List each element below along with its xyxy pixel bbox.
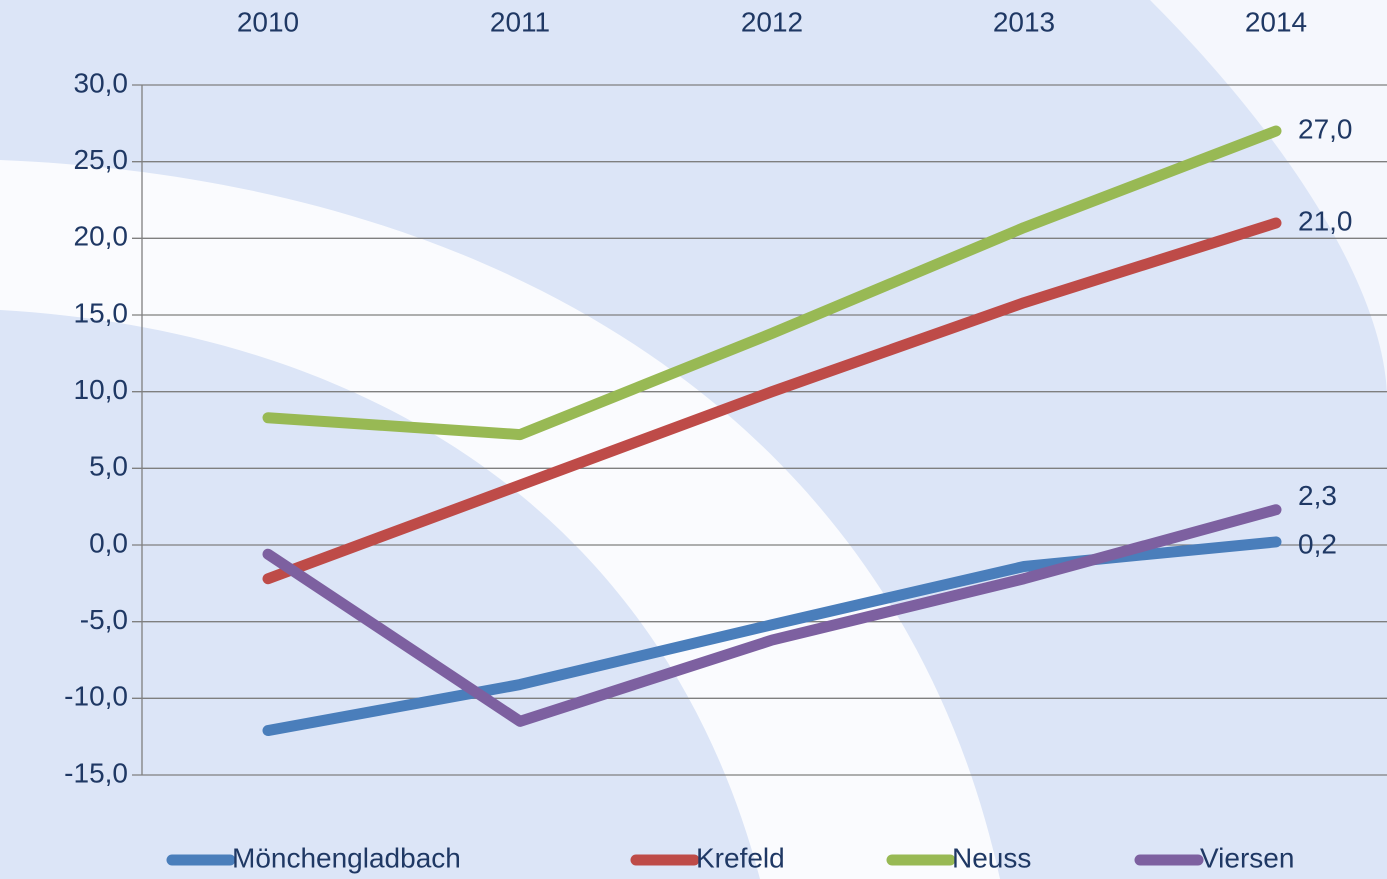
y-tick-label: -10,0 (64, 681, 128, 712)
y-tick-label: 30,0 (74, 67, 129, 98)
x-tick-label: 2010 (237, 6, 299, 37)
legend-label: Neuss (952, 842, 1031, 873)
x-tick-label: 2011 (490, 6, 550, 37)
legend-label: Mönchengladbach (232, 842, 461, 873)
y-tick-label: 15,0 (74, 297, 129, 328)
y-tick-label: 20,0 (74, 221, 129, 252)
x-tick-label: 2012 (741, 6, 803, 37)
y-tick-label: 5,0 (89, 451, 128, 482)
x-tick-label: 2013 (993, 6, 1055, 37)
data-label: 27,0 (1298, 113, 1353, 144)
y-tick-label: -5,0 (80, 604, 128, 635)
x-tick-label: 2014 (1245, 6, 1307, 37)
y-tick-label: 10,0 (74, 374, 129, 405)
y-tick-label: -15,0 (64, 757, 128, 788)
data-label: 0,2 (1298, 528, 1337, 559)
data-label: 2,3 (1298, 480, 1337, 511)
chart: -15,0 -10,0 -5,0 0,0 5,0 10,0 15,0 20,0 25,0 30,0… (0, 0, 1387, 879)
legend-label: Viersen (1200, 842, 1294, 873)
y-tick-label: 0,0 (89, 527, 128, 558)
data-label: 21,0 (1298, 205, 1353, 236)
y-tick-label: 25,0 (74, 144, 129, 175)
legend-label: Krefeld (696, 842, 785, 873)
